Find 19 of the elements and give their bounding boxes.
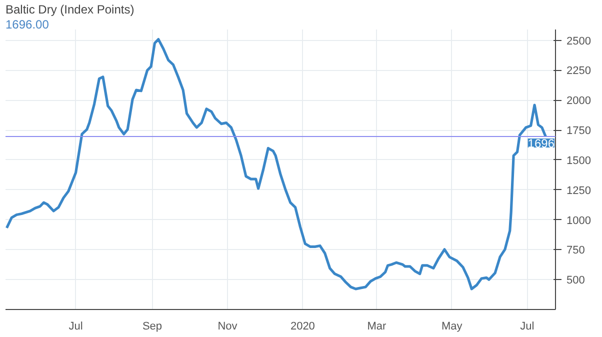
x-tick-label: Mar <box>367 320 386 332</box>
x-tick-label: Jul <box>68 320 83 332</box>
x-tick-label: Jul <box>520 320 534 332</box>
chart-title: Baltic Dry (Index Points) <box>6 2 134 16</box>
ref-line-label: 1696 <box>528 136 555 150</box>
y-tick-label: 1500 <box>566 154 591 167</box>
x-tick-label: May <box>442 320 463 332</box>
chart-subtitle: 1696.00 <box>6 18 50 32</box>
y-tick-label: 1750 <box>566 125 591 138</box>
x-tick-label: 2020 <box>290 320 315 332</box>
y-tick-label: 2500 <box>566 35 591 48</box>
x-tick-label: Nov <box>218 320 238 332</box>
y-tick-label: 750 <box>566 244 585 257</box>
y-tick-label: 1000 <box>566 214 591 227</box>
x-tick-label: Sep <box>142 320 162 332</box>
y-tick-label: 2000 <box>566 95 591 108</box>
y-tick-label: 2250 <box>566 65 591 78</box>
y-tick-label: 500 <box>566 274 585 287</box>
y-tick-label: 1250 <box>566 184 591 197</box>
